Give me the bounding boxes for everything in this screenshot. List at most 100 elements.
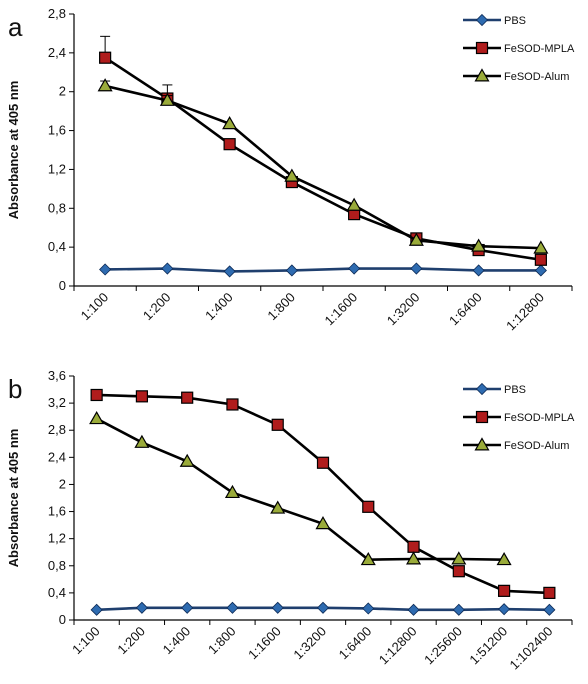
data-point [497, 584, 511, 597]
data-point [223, 265, 236, 278]
data-point [99, 51, 112, 64]
y-tick-label: 2,8 [48, 6, 66, 21]
x-tick-label: 1:6400 [336, 624, 375, 663]
legend-marker [475, 382, 489, 396]
series-pbs [99, 262, 547, 278]
data-point [226, 398, 239, 411]
series-line [104, 84, 541, 250]
data-point [315, 516, 331, 530]
x-tick-label: 1:800 [264, 290, 298, 324]
legend-entry: FeSOD-MPLA [504, 412, 575, 424]
legend-marker [475, 13, 489, 27]
x-tick-label: 1:400 [160, 624, 194, 658]
series-fesod-mpla [99, 35, 547, 266]
data-point [410, 262, 423, 275]
x-tick-label: 1:3200 [290, 624, 329, 663]
legend-entry: FeSOD-MPLA [504, 43, 575, 55]
data-point [285, 264, 298, 277]
y-tick-label: 0 [59, 278, 66, 293]
data-point [224, 484, 240, 499]
x-tick-label: 1:25600 [421, 624, 465, 668]
y-tick-label: 0,4 [48, 239, 66, 254]
legend-marker [475, 41, 489, 55]
y-tick-label: 1,6 [48, 504, 66, 519]
series-fesod-mpla [90, 388, 556, 599]
panel-letter: b [8, 374, 22, 404]
data-point [99, 263, 112, 276]
data-point [270, 500, 286, 514]
x-tick-label: 1:1600 [245, 624, 284, 663]
y-tick-label: 0,8 [48, 558, 66, 573]
series-line [96, 393, 550, 595]
y-tick-label: 1,2 [48, 161, 66, 176]
chart-panel-a: a 0 0,4 0,8 1,2 1,6 2 2,4 2,8 1:100 1:200 1:400 1:80… [6, 6, 575, 333]
data-point [316, 601, 330, 614]
series-pbs [90, 601, 556, 616]
series-fesod-alum [97, 78, 549, 254]
panel-letter: a [8, 12, 23, 42]
data-point [496, 551, 512, 566]
data-point [181, 391, 194, 404]
x-tick-label: 1:12800 [376, 624, 420, 668]
y-tick-label: 0,8 [48, 200, 66, 215]
data-point [271, 418, 284, 431]
legend: PBS FeSOD-MPLA FeSOD-Alum [463, 13, 575, 83]
legend-entry: PBS [504, 384, 526, 396]
y-tick-label: 2 [59, 84, 66, 99]
data-point [533, 240, 549, 254]
data-point [97, 78, 113, 92]
data-point [179, 453, 195, 467]
x-tick-label: 1:200 [114, 624, 148, 658]
legend-marker [474, 68, 490, 82]
legend: PBS FeSOD-MPLA FeSOD-Alum [463, 382, 575, 452]
data-point [346, 197, 362, 211]
x-tick-label: 1:200 [140, 290, 174, 324]
data-point [543, 586, 556, 599]
data-point [181, 601, 194, 614]
data-point [407, 540, 420, 553]
data-point [284, 168, 300, 182]
data-point [407, 603, 420, 616]
y-tick-label: 3,6 [48, 368, 66, 383]
legend-marker [475, 410, 489, 424]
data-point [134, 434, 150, 448]
data-point [406, 551, 422, 565]
x-tick-label: 1:100 [69, 624, 103, 658]
y-tick-label: 3,2 [48, 395, 66, 410]
data-point [90, 388, 103, 402]
data-point [452, 565, 465, 578]
legend-marker [474, 437, 490, 451]
data-point [222, 116, 238, 130]
data-point [534, 264, 547, 277]
legend-entry: FeSOD-Alum [504, 71, 569, 83]
data-point [471, 238, 487, 252]
series-line [105, 267, 541, 273]
x-tick-label: 1:400 [202, 290, 236, 324]
y-tick-label: 0,4 [48, 585, 66, 600]
y-tick-label: 2,4 [48, 449, 66, 464]
y-tick-label: 1,2 [48, 531, 66, 546]
data-point [161, 262, 174, 275]
data-point [223, 138, 236, 151]
data-point [408, 232, 424, 246]
data-point [226, 601, 239, 614]
data-point [348, 262, 361, 275]
data-point [451, 551, 467, 565]
x-tick-label: 1:3200 [384, 290, 423, 329]
y-tick-label: 0 [59, 612, 66, 627]
chart-panel-b: b 0 0,4 0,8 1,2 1,6 2 2,4 2,8 3,2 3,6 1:100 1:200 1:4… [6, 368, 575, 672]
legend-entry: PBS [504, 15, 526, 27]
data-point [360, 551, 376, 566]
data-point [90, 603, 103, 616]
x-tick-label: 1:6400 [446, 290, 485, 329]
data-point [452, 603, 465, 616]
x-tick-label: 1:100 [78, 290, 112, 324]
data-point [135, 601, 148, 614]
data-point [362, 602, 375, 615]
data-point [159, 92, 175, 106]
series-fesod-alum [89, 410, 512, 566]
x-tick-label: 1:800 [205, 624, 239, 658]
y-axis-label: Absorbance at 405 nm [6, 429, 21, 568]
x-tick-label: 1:51200 [466, 624, 510, 668]
